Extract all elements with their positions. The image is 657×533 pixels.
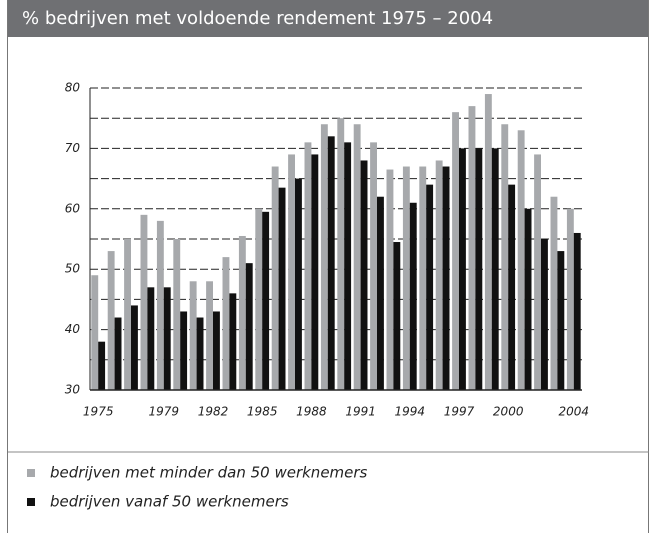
bar — [262, 211, 270, 390]
y-tick-label: 30 — [65, 383, 81, 397]
y-tick-label: 50 — [65, 262, 81, 276]
bar — [311, 154, 319, 390]
bar — [173, 239, 181, 390]
bar — [386, 169, 394, 390]
bar — [255, 208, 263, 390]
bar — [370, 142, 377, 390]
bar — [475, 148, 483, 390]
bar — [426, 184, 434, 390]
x-tick-label: 1991 — [345, 405, 376, 419]
x-tick-label: 1994 — [395, 405, 426, 419]
bar — [196, 317, 204, 390]
bar — [238, 235, 246, 390]
x-tick-label: 2000 — [493, 405, 524, 419]
bar — [140, 214, 148, 390]
x-tick-label: 1979 — [149, 405, 180, 419]
chart-title: % bedrijven met voldoende rendement 1975… — [8, 0, 648, 37]
legend-label: bedrijven vanaf 50 werknemers — [50, 493, 289, 511]
bar — [517, 130, 525, 390]
bar — [573, 232, 581, 390]
chart-frame: % bedrijven met voldoende rendement 1975… — [7, 0, 649, 533]
bar — [393, 242, 401, 390]
legend-swatch — [27, 469, 35, 477]
bar — [156, 220, 164, 390]
bar — [468, 106, 476, 391]
bar — [163, 287, 171, 390]
bar — [524, 208, 532, 390]
bar — [189, 281, 197, 390]
bar — [320, 124, 328, 391]
y-tick-label: 70 — [65, 141, 81, 155]
bar — [206, 281, 213, 390]
bar — [337, 118, 345, 390]
bar — [147, 287, 155, 390]
legend-label: bedrijven met minder dan 50 werknemers — [50, 464, 368, 482]
bar — [124, 239, 131, 390]
bar — [353, 124, 361, 391]
bar — [557, 251, 565, 390]
legend-swatch — [27, 498, 35, 506]
bar — [222, 257, 230, 390]
x-tick-label: 1975 — [83, 405, 114, 419]
bar — [271, 166, 279, 390]
bar — [459, 148, 466, 390]
bar — [377, 196, 384, 390]
bar — [508, 184, 516, 390]
bar — [484, 94, 492, 390]
bar — [442, 166, 450, 390]
x-tick-label: 2004 — [559, 405, 590, 419]
bar — [114, 317, 122, 390]
bar — [91, 275, 99, 390]
bar — [295, 178, 302, 390]
x-tick-label: 1988 — [296, 405, 327, 419]
x-tick-label: 1982 — [198, 405, 229, 419]
bar — [288, 154, 295, 390]
bar — [491, 148, 499, 390]
y-tick-label: 40 — [65, 322, 81, 336]
legend: bedrijven met minder dan 50 werknemers be… — [27, 464, 368, 511]
bar — [402, 166, 410, 390]
bar — [245, 263, 253, 390]
bar — [107, 251, 115, 390]
bar — [131, 305, 138, 390]
bar — [213, 311, 220, 390]
bar — [501, 124, 509, 391]
bar — [435, 160, 443, 390]
bar — [98, 341, 106, 390]
bar — [278, 187, 286, 390]
bar — [344, 142, 352, 390]
y-tick-label: 80 — [65, 81, 81, 95]
bar — [409, 202, 417, 390]
bar — [229, 293, 237, 390]
bar — [360, 160, 368, 390]
bar — [180, 311, 188, 390]
bar — [327, 136, 335, 390]
bar — [419, 166, 427, 390]
bar — [550, 196, 558, 390]
bar — [566, 208, 574, 390]
x-tick-label: 1985 — [247, 405, 278, 419]
bar — [304, 142, 312, 390]
bar — [452, 112, 459, 390]
x-tick-label: 1997 — [444, 405, 475, 419]
y-tick-label: 60 — [65, 201, 81, 215]
bar — [541, 239, 548, 390]
bar — [534, 154, 541, 390]
